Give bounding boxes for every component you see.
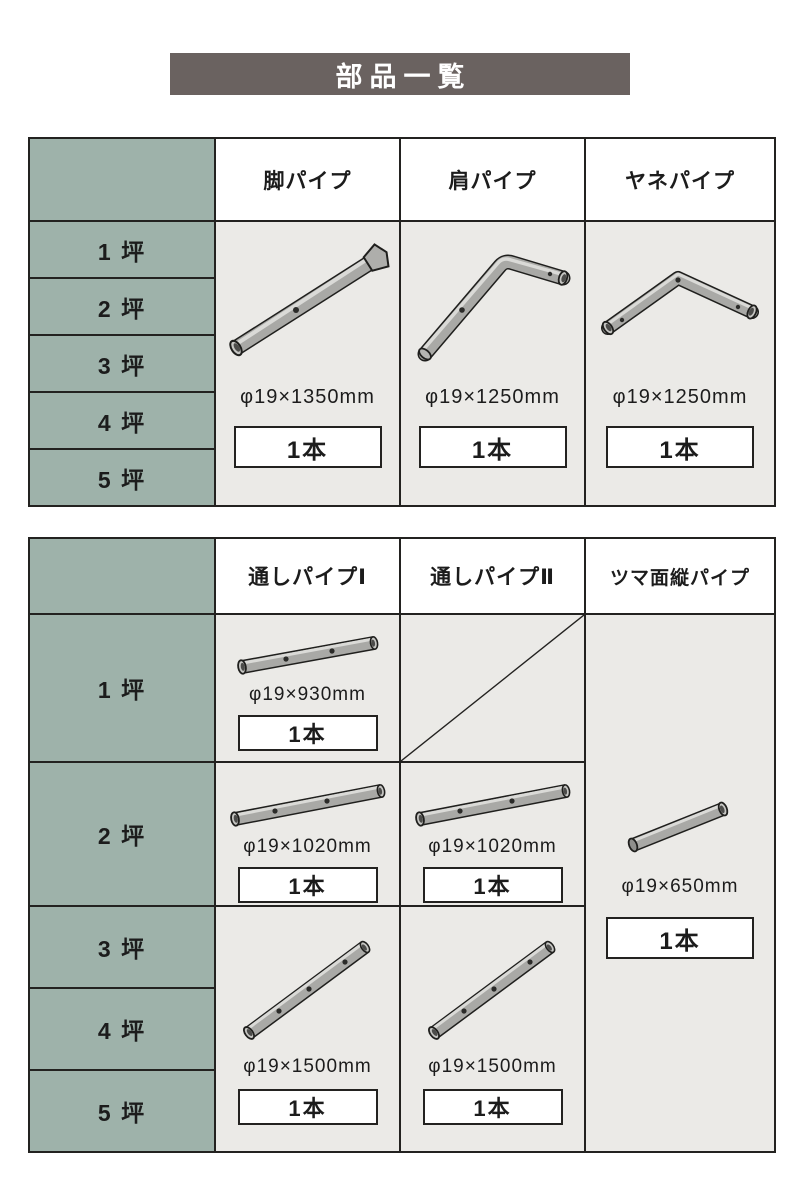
- toshi-pipe1-3to5tsubo-spec: φ19×1500mm: [243, 1056, 372, 1077]
- table2-row-label-3tsubo: 3 坪: [30, 907, 214, 987]
- diagonal-slash-icon: [401, 615, 584, 761]
- roof-pipe-icon: [601, 271, 759, 336]
- shoulder-pipe-cell: φ19×1250mm 1本: [401, 222, 584, 505]
- shoulder-pipe-icon: [417, 254, 570, 362]
- toshi-pipe2-2tsubo-spec: φ19×1020mm: [428, 836, 557, 857]
- tsumamen-pipe-qty: 1本: [606, 917, 754, 959]
- toshi-pipe1-2tsubo-spec: φ19×1020mm: [243, 836, 372, 857]
- short-pipe-icon: [627, 801, 729, 853]
- toshi-pipe2-2tsubo-qty: 1本: [422, 867, 563, 903]
- table2-row-label-4tsubo: 4 坪: [30, 989, 214, 1069]
- shoulder-pipe-spec: φ19×1250mm: [425, 386, 560, 408]
- parts-table-2: 通しパイプⅠ 通しパイプⅡ ツマ面縦パイプ 1 坪 2 坪 3 坪 4 坪 5 …: [28, 537, 776, 1153]
- table1-header-shoulder-pipe: 肩パイプ: [401, 139, 584, 220]
- table2-header-toshi-pipe-1: 通しパイプⅠ: [216, 539, 399, 613]
- long-diagonal-pipe-icon: [427, 940, 555, 1040]
- straight-pipe-icon: [229, 784, 385, 827]
- table2-header-tsumamen-pipe: ツマ面縦パイプ: [586, 539, 774, 613]
- toshi-pipe2-3to5tsubo-qty: 1本: [422, 1089, 563, 1125]
- table1-corner-cell: [30, 139, 214, 220]
- table2-header-toshi-pipe-2: 通しパイプⅡ: [401, 539, 584, 613]
- leg-pipe-cell: φ19×1350mm 1本: [216, 222, 399, 505]
- roof-pipe-cell: φ19×1250mm 1本: [586, 222, 774, 505]
- toshi-pipe1-1tsubo-qty: 1本: [237, 715, 378, 751]
- toshi-pipe2-3to5tsubo-spec: φ19×1500mm: [428, 1056, 557, 1077]
- straight-pipe-icon: [236, 636, 378, 675]
- table2-row-label-5tsubo: 5 坪: [30, 1071, 214, 1151]
- table2-corner-cell: [30, 539, 214, 613]
- page-title: 部品一覧: [170, 53, 630, 95]
- table1-row-label-3tsubo: 3 坪: [30, 336, 214, 391]
- toshi-pipe2-3to5tsubo-cell: φ19×1500mm 1本: [401, 907, 584, 1151]
- table2-row-label-2tsubo: 2 坪: [30, 763, 214, 905]
- parts-table-1: 脚パイプ 肩パイプ ヤネパイプ 1 坪 2 坪 3 坪 4 坪 5 坪 φ19×…: [28, 137, 776, 507]
- long-diagonal-pipe-icon: [242, 940, 370, 1040]
- table1-row-label-5tsubo: 5 坪: [30, 450, 214, 505]
- toshi-pipe1-1tsubo-spec: φ19×930mm: [249, 684, 366, 705]
- toshi-pipe1-2tsubo-cell: φ19×1020mm 1本: [216, 763, 399, 905]
- leg-pipe-spec: φ19×1350mm: [240, 386, 375, 408]
- toshi-pipe1-1tsubo-cell: φ19×930mm 1本: [216, 615, 399, 761]
- tsumamen-pipe-spec: φ19×650mm: [621, 876, 739, 897]
- tsumamen-pipe-cell: φ19×650mm 1本: [586, 615, 774, 1151]
- roof-pipe-qty: 1本: [606, 426, 754, 468]
- table1-row-label-4tsubo: 4 坪: [30, 393, 214, 448]
- table1-row-label-1tsubo: 1 坪: [30, 222, 214, 277]
- table1-row-label-2tsubo: 2 坪: [30, 279, 214, 334]
- toshi-pipe1-2tsubo-qty: 1本: [237, 867, 378, 903]
- leg-pipe-qty: 1本: [233, 426, 382, 468]
- shoulder-pipe-qty: 1本: [418, 426, 567, 468]
- toshi-pipe1-3to5tsubo-qty: 1本: [237, 1089, 378, 1125]
- toshi-pipe2-2tsubo-cell: φ19×1020mm 1本: [401, 763, 584, 905]
- table1-header-leg-pipe: 脚パイプ: [216, 139, 399, 220]
- straight-pipe-icon: [414, 784, 570, 827]
- table1-header-roof-pipe: ヤネパイプ: [586, 139, 774, 220]
- toshi-pipe1-3to5tsubo-cell: φ19×1500mm 1本: [216, 907, 399, 1151]
- toshi-pipe2-1tsubo-empty-cell: [401, 615, 584, 761]
- table2-row-label-1tsubo: 1 坪: [30, 615, 214, 761]
- leg-pipe-icon: [228, 243, 390, 357]
- roof-pipe-spec: φ19×1250mm: [612, 386, 748, 408]
